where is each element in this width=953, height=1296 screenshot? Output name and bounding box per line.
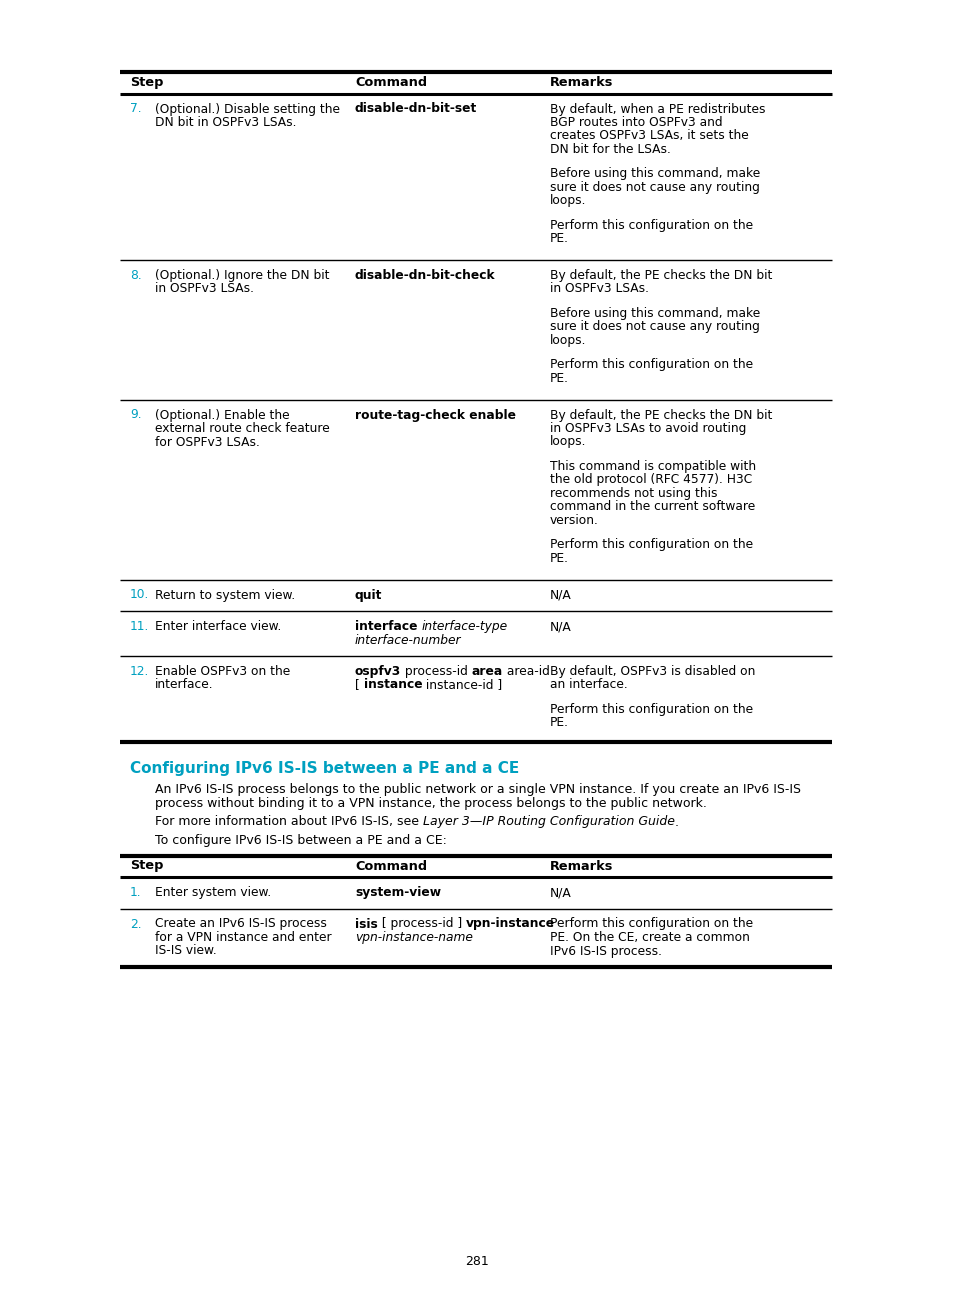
Text: Step: Step bbox=[130, 76, 163, 89]
Text: isis: isis bbox=[355, 918, 377, 931]
Text: 1.: 1. bbox=[130, 886, 141, 899]
Text: sure it does not cause any routing: sure it does not cause any routing bbox=[550, 181, 760, 194]
Text: Command: Command bbox=[355, 76, 427, 89]
Text: creates OSPFv3 LSAs, it sets the: creates OSPFv3 LSAs, it sets the bbox=[550, 130, 748, 143]
Text: loops.: loops. bbox=[550, 194, 586, 207]
Text: disable-dn-bit-check: disable-dn-bit-check bbox=[355, 270, 496, 283]
Text: Configuring IPv6 IS-IS between a PE and a CE: Configuring IPv6 IS-IS between a PE and … bbox=[130, 762, 518, 776]
Text: 7.: 7. bbox=[130, 102, 141, 115]
Text: 8.: 8. bbox=[130, 270, 142, 283]
Text: command in the current software: command in the current software bbox=[550, 500, 755, 513]
Text: (Optional.) Enable the: (Optional.) Enable the bbox=[154, 408, 290, 421]
Text: the old protocol (RFC 4577). H3C: the old protocol (RFC 4577). H3C bbox=[550, 473, 752, 486]
Text: N/A: N/A bbox=[550, 588, 571, 601]
Text: version.: version. bbox=[550, 513, 598, 526]
Text: 2.: 2. bbox=[130, 918, 141, 931]
Text: For more information about IPv6 IS-IS, see: For more information about IPv6 IS-IS, s… bbox=[154, 815, 422, 828]
Text: Step: Step bbox=[130, 859, 163, 872]
Text: To configure IPv6 IS-IS between a PE and a CE:: To configure IPv6 IS-IS between a PE and… bbox=[154, 835, 446, 848]
Text: 9.: 9. bbox=[130, 408, 141, 421]
Text: PE. On the CE, create a common: PE. On the CE, create a common bbox=[550, 931, 749, 943]
Text: for a VPN instance and enter: for a VPN instance and enter bbox=[154, 931, 332, 943]
Text: Perform this configuration on the: Perform this configuration on the bbox=[550, 358, 752, 371]
Text: Layer 3—IP Routing Configuration Guide: Layer 3—IP Routing Configuration Guide bbox=[422, 815, 675, 828]
Text: instance: instance bbox=[363, 679, 422, 692]
Text: recommends not using this: recommends not using this bbox=[550, 487, 717, 500]
Text: in OSPFv3 LSAs.: in OSPFv3 LSAs. bbox=[550, 283, 648, 295]
Text: 12.: 12. bbox=[130, 665, 150, 678]
Text: IPv6 IS-IS process.: IPv6 IS-IS process. bbox=[550, 945, 661, 958]
Text: loops.: loops. bbox=[550, 334, 586, 347]
Text: By default, the PE checks the DN bit: By default, the PE checks the DN bit bbox=[550, 270, 772, 283]
Text: area-id: area-id bbox=[503, 665, 550, 678]
Text: BGP routes into OSPFv3 and: BGP routes into OSPFv3 and bbox=[550, 117, 721, 130]
Text: [: [ bbox=[355, 679, 363, 692]
Text: sure it does not cause any routing: sure it does not cause any routing bbox=[550, 320, 760, 333]
Text: quit: quit bbox=[355, 588, 382, 601]
Text: process-id: process-id bbox=[401, 665, 472, 678]
Text: for OSPFv3 LSAs.: for OSPFv3 LSAs. bbox=[154, 435, 259, 448]
Text: (Optional.) Disable setting the: (Optional.) Disable setting the bbox=[154, 102, 339, 115]
Text: Command: Command bbox=[355, 859, 427, 872]
Text: external route check feature: external route check feature bbox=[154, 422, 330, 435]
Text: 281: 281 bbox=[465, 1255, 488, 1267]
Text: Remarks: Remarks bbox=[550, 76, 613, 89]
Text: An IPv6 IS-IS process belongs to the public network or a single VPN instance. If: An IPv6 IS-IS process belongs to the pub… bbox=[154, 784, 801, 797]
Text: Before using this command, make: Before using this command, make bbox=[550, 307, 760, 320]
Text: vpn-instance: vpn-instance bbox=[465, 918, 555, 931]
Text: interface: interface bbox=[355, 619, 417, 632]
Text: By default, when a PE redistributes: By default, when a PE redistributes bbox=[550, 102, 764, 115]
Text: Create an IPv6 IS-IS process: Create an IPv6 IS-IS process bbox=[154, 918, 327, 931]
Text: interface.: interface. bbox=[154, 679, 213, 692]
Text: N/A: N/A bbox=[550, 619, 571, 632]
Text: Before using this command, make: Before using this command, make bbox=[550, 167, 760, 180]
Text: interface-type: interface-type bbox=[421, 619, 507, 632]
Text: PE.: PE. bbox=[550, 372, 568, 385]
Text: 11.: 11. bbox=[130, 619, 150, 632]
Text: Enter system view.: Enter system view. bbox=[154, 886, 271, 899]
Text: area: area bbox=[472, 665, 503, 678]
Text: disable-dn-bit-set: disable-dn-bit-set bbox=[355, 102, 476, 115]
Text: instance-id ]: instance-id ] bbox=[422, 679, 502, 692]
Text: Enter interface view.: Enter interface view. bbox=[154, 619, 281, 632]
Text: Return to system view.: Return to system view. bbox=[154, 588, 294, 601]
Text: Perform this configuration on the: Perform this configuration on the bbox=[550, 702, 752, 715]
Text: loops.: loops. bbox=[550, 435, 586, 448]
Text: Perform this configuration on the: Perform this configuration on the bbox=[550, 918, 752, 931]
Text: interface-number: interface-number bbox=[355, 634, 461, 647]
Text: Perform this configuration on the: Perform this configuration on the bbox=[550, 219, 752, 232]
Text: (Optional.) Ignore the DN bit: (Optional.) Ignore the DN bit bbox=[154, 270, 329, 283]
Text: in OSPFv3 LSAs to avoid routing: in OSPFv3 LSAs to avoid routing bbox=[550, 422, 745, 435]
Text: an interface.: an interface. bbox=[550, 679, 627, 692]
Text: vpn-instance-name: vpn-instance-name bbox=[355, 931, 473, 943]
Text: process without binding it to a VPN instance, the process belongs to the public : process without binding it to a VPN inst… bbox=[154, 797, 706, 810]
Text: [ process-id ]: [ process-id ] bbox=[377, 918, 465, 931]
Text: PE.: PE. bbox=[550, 717, 568, 730]
Text: system-view: system-view bbox=[355, 886, 440, 899]
Text: IS-IS view.: IS-IS view. bbox=[154, 945, 216, 958]
Text: 10.: 10. bbox=[130, 588, 150, 601]
Text: route-tag-check enable: route-tag-check enable bbox=[355, 408, 516, 421]
Text: DN bit in OSPFv3 LSAs.: DN bit in OSPFv3 LSAs. bbox=[154, 117, 296, 130]
Text: Perform this configuration on the: Perform this configuration on the bbox=[550, 538, 752, 551]
Text: This command is compatible with: This command is compatible with bbox=[550, 460, 756, 473]
Text: PE.: PE. bbox=[550, 232, 568, 245]
Text: in OSPFv3 LSAs.: in OSPFv3 LSAs. bbox=[154, 283, 253, 295]
Text: Remarks: Remarks bbox=[550, 859, 613, 872]
Text: By default, the PE checks the DN bit: By default, the PE checks the DN bit bbox=[550, 408, 772, 421]
Text: .: . bbox=[675, 815, 679, 828]
Text: N/A: N/A bbox=[550, 886, 571, 899]
Text: PE.: PE. bbox=[550, 552, 568, 565]
Text: By default, OSPFv3 is disabled on: By default, OSPFv3 is disabled on bbox=[550, 665, 755, 678]
Text: DN bit for the LSAs.: DN bit for the LSAs. bbox=[550, 143, 670, 156]
Text: Enable OSPFv3 on the: Enable OSPFv3 on the bbox=[154, 665, 290, 678]
Text: ospfv3: ospfv3 bbox=[355, 665, 401, 678]
